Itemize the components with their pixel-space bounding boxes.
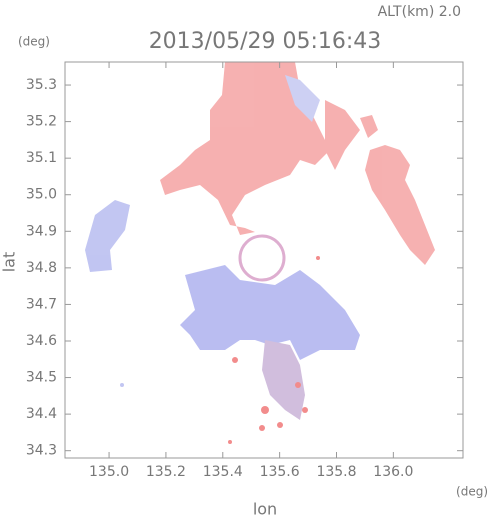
- echo-speck: [228, 440, 232, 444]
- echo-speck: [120, 383, 124, 387]
- x-tick-label: 135.2: [146, 464, 186, 480]
- echo-negative: [180, 265, 360, 360]
- y-tick-label: 34.6: [26, 333, 57, 349]
- x-unit: (deg): [456, 485, 488, 499]
- y-unit: (deg): [18, 35, 50, 49]
- y-tick-label: 34.5: [26, 370, 57, 386]
- chart-title: 2013/05/29 05:16:43: [149, 29, 382, 54]
- altitude-label: ALT(km) 2.0: [378, 4, 461, 20]
- y-tick-label: 35.3: [26, 77, 57, 93]
- echo-ring: [238, 234, 286, 282]
- echo-mixed: [262, 340, 305, 420]
- y-tick-label: 35.0: [26, 187, 57, 203]
- echo-positive: [325, 100, 360, 170]
- echo-positive: [160, 62, 330, 235]
- echo-positive: [360, 115, 378, 138]
- echo-speck: [316, 256, 320, 260]
- plot-frame: [64, 61, 464, 459]
- y-tick-label: 34.4: [26, 406, 57, 422]
- x-tick-label: 135.6: [260, 464, 300, 480]
- y-tick-label: 34.7: [26, 296, 57, 312]
- radar-field: [85, 62, 435, 444]
- echo-negative: [285, 75, 320, 122]
- y-tick-label: 34.3: [26, 443, 57, 459]
- y-tick-label: 35.2: [26, 114, 57, 130]
- x-axis-label: lon: [253, 500, 277, 519]
- echo-positive: [365, 145, 435, 265]
- echo-speck: [277, 422, 283, 428]
- echo-speck: [295, 382, 301, 388]
- x-tick-label: 136.0: [373, 464, 413, 480]
- x-tick-label: 135.4: [203, 464, 243, 480]
- y-tick-label: 34.9: [26, 223, 57, 239]
- x-tick-label: 135.8: [316, 464, 356, 480]
- echo-speck: [232, 357, 238, 363]
- y-axis-label: lat: [0, 252, 19, 273]
- echo-speck: [302, 407, 308, 413]
- echo-speck: [261, 406, 269, 414]
- y-tick-label: 35.1: [26, 150, 57, 166]
- echo-negative: [85, 200, 130, 272]
- y-tick-label: 34.8: [26, 260, 57, 276]
- x-tick-label: 135.0: [89, 464, 129, 480]
- echo-speck: [259, 425, 265, 431]
